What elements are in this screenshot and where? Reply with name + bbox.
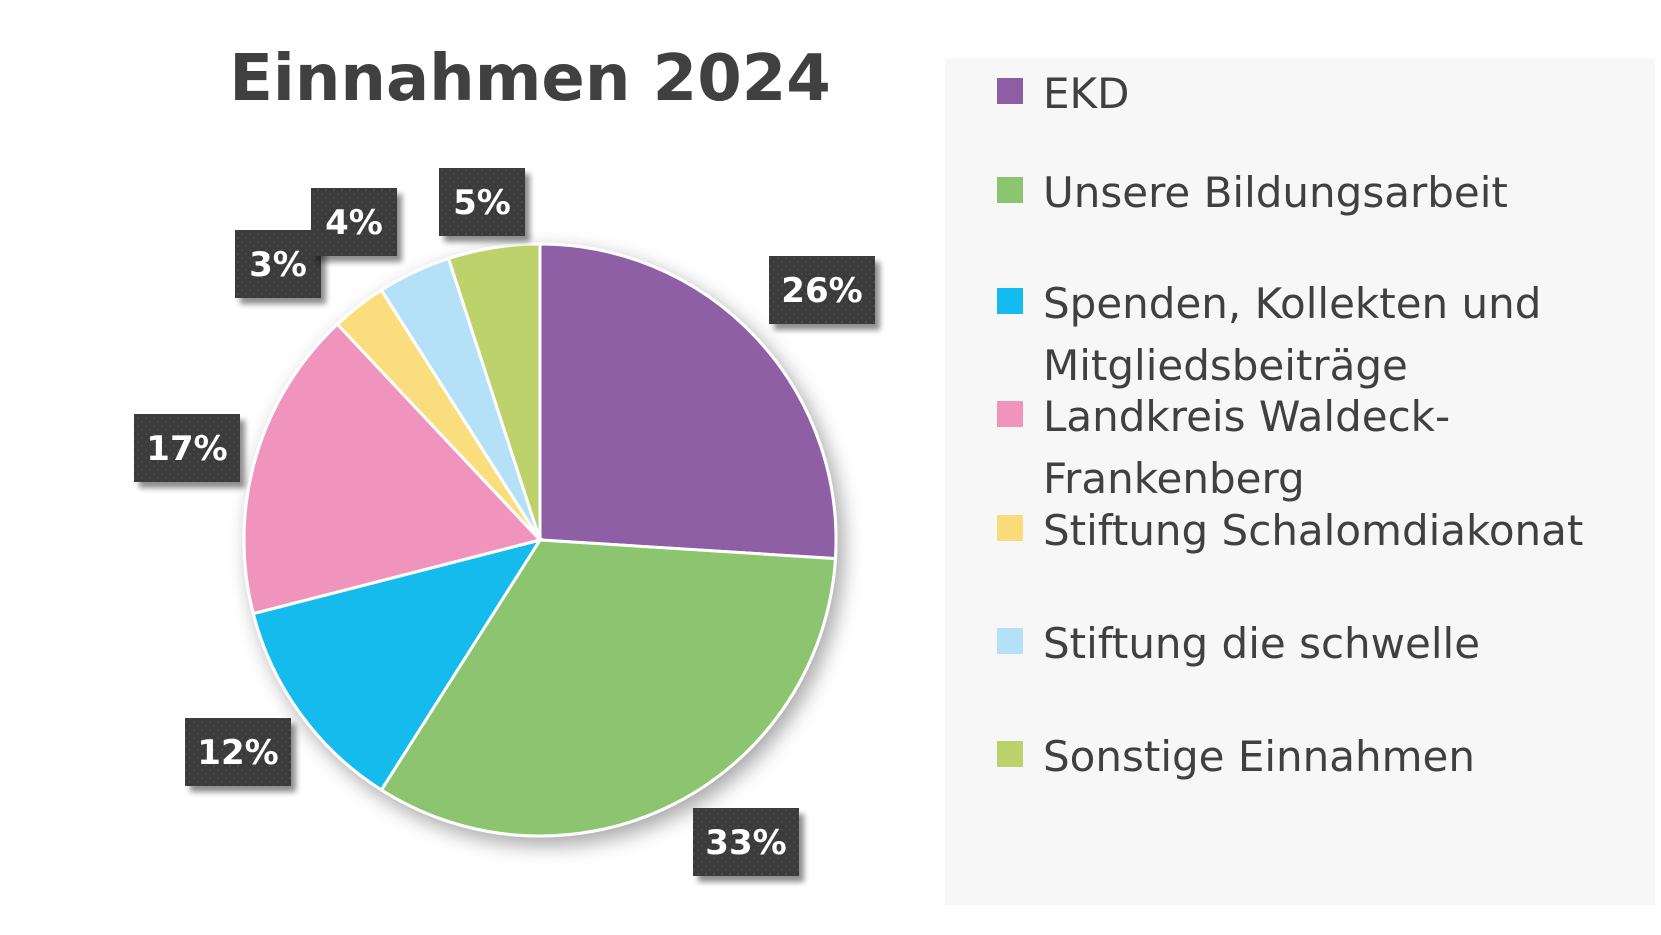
data-label-text: 33% bbox=[705, 823, 786, 863]
data-label-text: 3% bbox=[249, 245, 307, 285]
data-label-text: 5% bbox=[453, 183, 511, 223]
data-label: 5% bbox=[439, 168, 525, 236]
legend: EKD Unsere Bildungsarbeit Spenden, Kolle… bbox=[945, 58, 1655, 905]
data-label: 26% bbox=[769, 256, 875, 324]
pie-slice bbox=[251, 537, 544, 792]
legend-item-schalomdiakonat: Stiftung Schalomdiakonat bbox=[997, 500, 1643, 562]
data-label-box bbox=[134, 414, 240, 482]
chart-title: Einnahmen 2024 bbox=[229, 42, 831, 116]
legend-label: Stiftung die schwelle bbox=[1043, 619, 1481, 668]
legend-label: Unsere Bildungsarbeit bbox=[1043, 168, 1508, 217]
data-label: 33% bbox=[693, 808, 799, 876]
legend-swatch bbox=[997, 741, 1023, 767]
pie-slice bbox=[538, 242, 838, 561]
data-label-box bbox=[185, 718, 291, 786]
legend-swatch bbox=[997, 78, 1023, 104]
data-label-box bbox=[693, 808, 799, 876]
data-label: 17% bbox=[134, 414, 240, 482]
data-label-text: 26% bbox=[781, 271, 862, 311]
data-label-text: 12% bbox=[197, 733, 278, 773]
data-label: 12% bbox=[185, 718, 291, 786]
data-label-text: 4% bbox=[325, 203, 383, 243]
legend-item-spenden: Spenden, Kollekten und Mitgliedsbeiträge bbox=[997, 273, 1603, 397]
data-label-box bbox=[439, 168, 525, 236]
legend-label: Landkreis Waldeck-Frankenberg bbox=[1043, 392, 1451, 503]
legend-item-sonstige: Sonstige Einnahmen bbox=[997, 726, 1643, 788]
legend-label: EKD bbox=[1043, 69, 1130, 118]
data-label: 4% bbox=[311, 188, 397, 256]
pie-slice bbox=[242, 322, 543, 616]
data-label-box bbox=[311, 188, 397, 256]
data-label: 3% bbox=[235, 230, 321, 298]
legend-swatch bbox=[997, 515, 1023, 541]
legend-label: Spenden, Kollekten und Mitgliedsbeiträge bbox=[1043, 279, 1542, 390]
legend-item-schwelle: Stiftung die schwelle bbox=[997, 613, 1643, 675]
data-label-text: 17% bbox=[146, 429, 227, 469]
pie-slice bbox=[446, 242, 542, 541]
legend-swatch bbox=[997, 177, 1023, 203]
legend-item-landkreis: Landkreis Waldeck-Frankenberg bbox=[997, 386, 1503, 510]
data-label-box bbox=[769, 256, 875, 324]
legend-label: Sonstige Einnahmen bbox=[1043, 732, 1476, 781]
legend-item-bildungsarbeit: Unsere Bildungsarbeit bbox=[997, 162, 1643, 224]
legend-swatch bbox=[997, 288, 1023, 314]
legend-swatch bbox=[997, 628, 1023, 654]
pie-slice bbox=[379, 538, 838, 838]
legend-label: Stiftung Schalomdiakonat bbox=[1043, 506, 1584, 555]
data-label-box bbox=[235, 230, 321, 298]
legend-item-ekd: EKD bbox=[997, 63, 1643, 125]
legend-swatch bbox=[997, 401, 1023, 427]
